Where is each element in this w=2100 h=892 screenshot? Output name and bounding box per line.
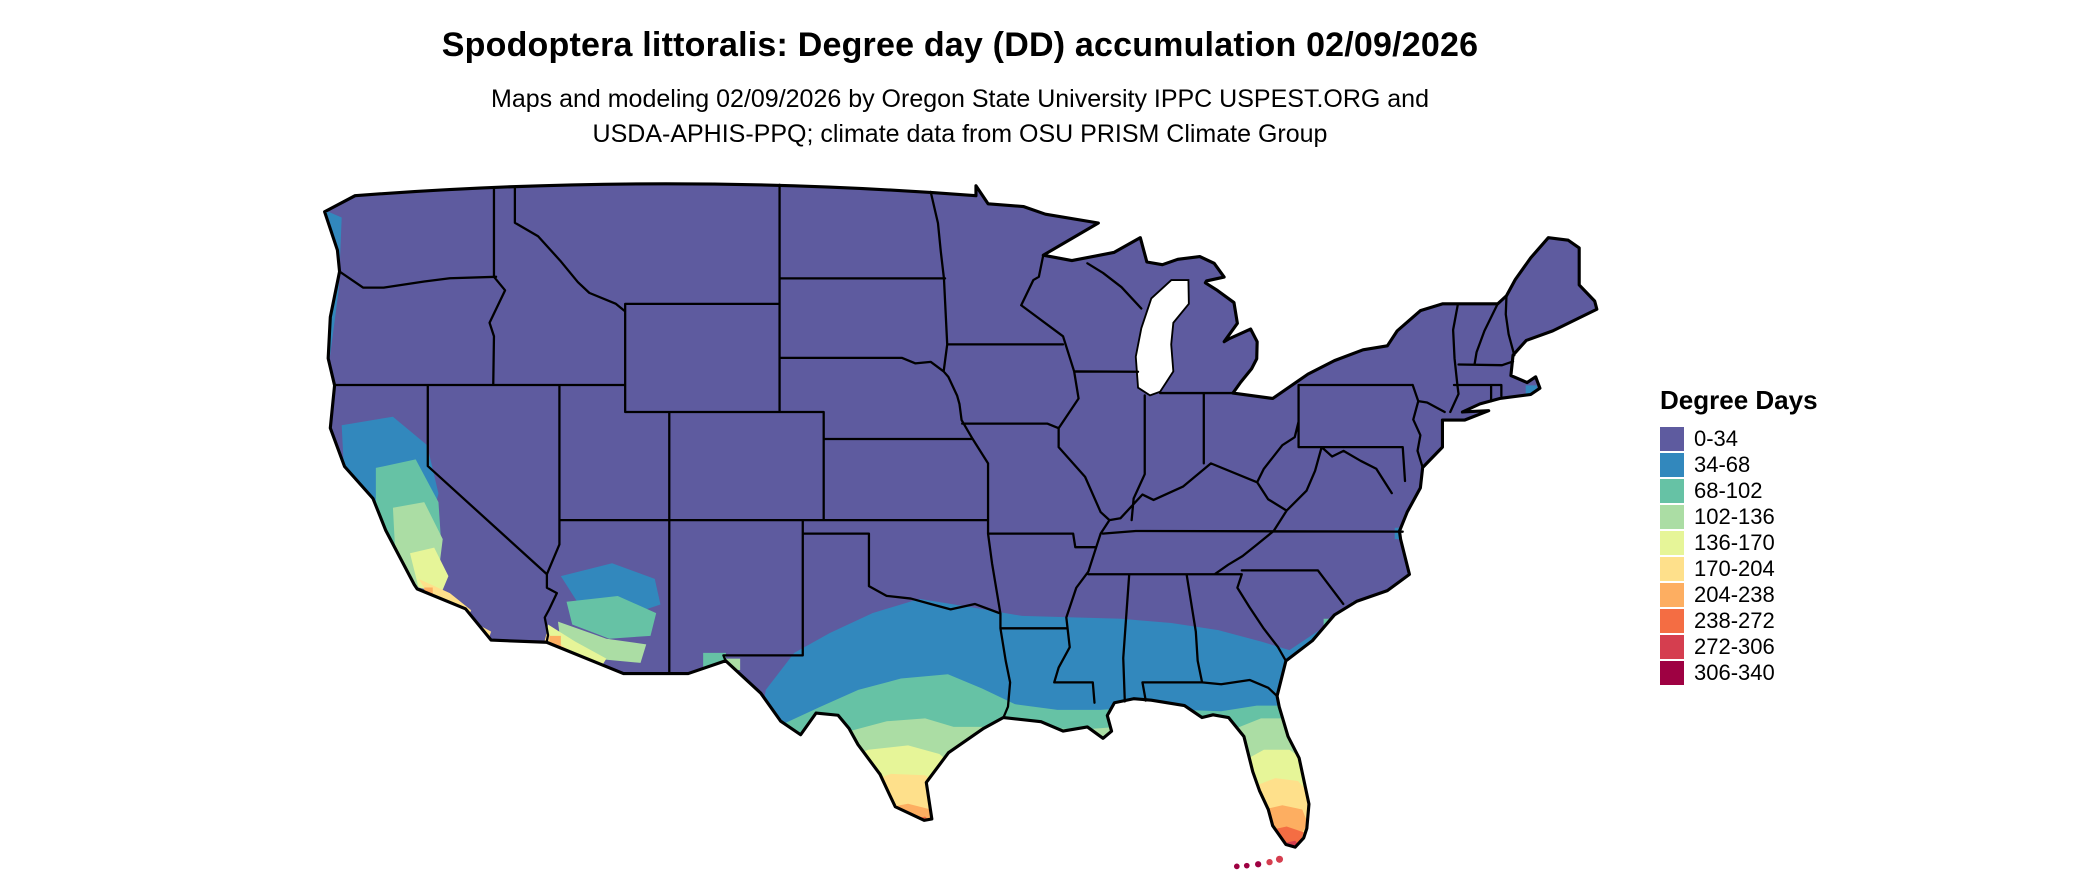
legend-item: 272-306 — [1660, 634, 1818, 660]
legend-swatch — [1660, 531, 1684, 555]
page-title: Spodoptera littoralis: Degree day (DD) a… — [441, 26, 1479, 64]
legend-swatch — [1660, 609, 1684, 633]
legend-title: Degree Days — [1660, 385, 1818, 415]
legend-swatch — [1660, 635, 1684, 659]
legend: Degree Days 0-34 34-68 68-102 102-136 136-17… — [1660, 385, 1818, 686]
legend-label: 68-102 — [1694, 478, 1763, 503]
legend-label: 34-68 — [1694, 452, 1751, 477]
page-subtitle: Maps and modeling 02/09/2026 by Oregon S… — [0, 82, 1920, 151]
legend-label: 136-170 — [1694, 530, 1775, 555]
legend-swatch — [1660, 557, 1684, 581]
legend-swatch — [1660, 583, 1684, 607]
florida-keys — [1233, 855, 1284, 870]
state-borders — [333, 183, 1516, 719]
legend-item: 68-102 — [1660, 478, 1818, 504]
legend-item: 34-68 — [1660, 452, 1818, 478]
legend-label: 0-34 — [1694, 426, 1739, 451]
legend-label: 102-136 — [1694, 504, 1775, 529]
legend-label: 238-272 — [1694, 608, 1775, 633]
legend-item: 170-204 — [1660, 556, 1818, 582]
legend-item: 204-238 — [1660, 582, 1818, 608]
legend-swatch — [1660, 661, 1684, 685]
legend-swatch — [1660, 427, 1684, 451]
us-degree-day-map — [323, 182, 1599, 870]
legend-swatch — [1660, 453, 1684, 477]
legend-swatch — [1660, 505, 1684, 529]
subtitle-line-1: Maps and modeling 02/09/2026 by Oregon S… — [491, 85, 1429, 113]
us-outline — [323, 182, 1599, 849]
legend-item: 306-340 — [1660, 660, 1818, 686]
legend-item: 102-136 — [1660, 504, 1818, 530]
legend-label: 272-306 — [1694, 634, 1775, 659]
legend-label: 204-238 — [1694, 582, 1775, 607]
lake-michigan — [1134, 279, 1190, 397]
legend-label: 170-204 — [1694, 556, 1775, 581]
subtitle-line-2: USDA-APHIS-PPQ; climate data from OSU PR… — [592, 119, 1328, 148]
legend-label: 306-340 — [1694, 660, 1775, 685]
band-238-272 — [903, 816, 1304, 848]
legend-swatch — [1660, 479, 1684, 503]
legend-item: 0-34 — [1660, 426, 1818, 452]
legend-item: 136-170 — [1660, 530, 1818, 556]
legend-items: 0-34 34-68 68-102 102-136 136-170 170-204 204-… — [1660, 426, 1818, 686]
legend-item: 238-272 — [1660, 608, 1818, 634]
